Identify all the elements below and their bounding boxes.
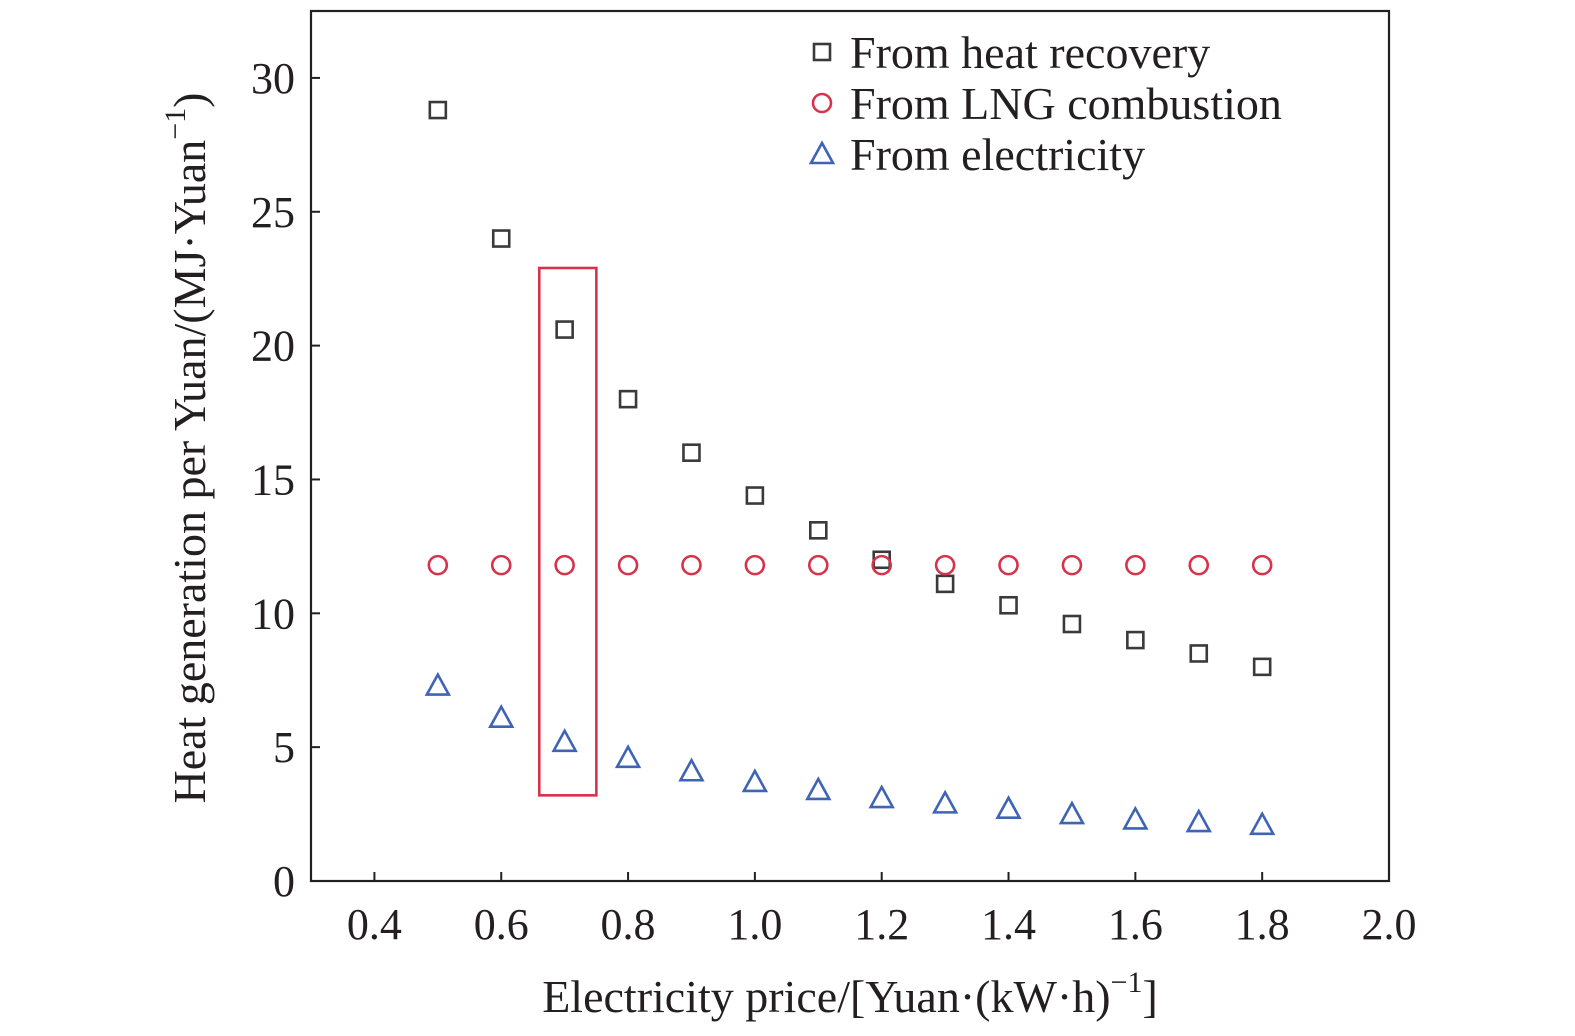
legend-label: From heat recovery xyxy=(850,27,1210,78)
data-point-triangle xyxy=(1122,805,1149,830)
data-point-triangle xyxy=(551,728,578,753)
data-point-square xyxy=(1126,630,1145,650)
data-point-triangle xyxy=(868,784,895,809)
legend-label: From LNG combustion xyxy=(850,78,1282,129)
legend-marker-circle xyxy=(811,92,833,114)
data-point-square xyxy=(618,389,638,409)
data-point-square xyxy=(428,100,448,120)
data-point-square xyxy=(1062,614,1082,634)
data-point-circle xyxy=(807,554,829,576)
plot-frame xyxy=(309,9,1391,883)
data-point-triangle xyxy=(1058,800,1086,825)
data-point-circle xyxy=(1188,554,1210,576)
data-point-square xyxy=(555,320,574,339)
x-tick-label: 1.4 xyxy=(981,900,1036,949)
y-tick-label: 10 xyxy=(251,589,295,638)
x-tick-label: 2.0 xyxy=(1362,900,1417,949)
legend-marker-square xyxy=(812,42,832,62)
data-point-triangle xyxy=(488,704,515,729)
x-tick-label: 0.6 xyxy=(474,900,529,949)
data-point-square xyxy=(745,486,765,505)
data-point-triangle xyxy=(424,671,452,696)
data-point-square xyxy=(999,595,1018,615)
data-point-square xyxy=(935,574,955,594)
data-point-square xyxy=(1189,644,1209,663)
series-circle xyxy=(427,554,1273,576)
data-point-circle xyxy=(681,554,702,576)
data-point-circle xyxy=(427,554,449,576)
series-triangle xyxy=(424,671,1276,836)
data-point-circle xyxy=(1125,554,1146,576)
plot-marks xyxy=(424,100,1276,836)
data-point-triangle xyxy=(931,789,959,814)
data-point-triangle xyxy=(1185,808,1212,833)
data-point-triangle xyxy=(995,795,1022,820)
data-point-triangle xyxy=(805,776,832,801)
data-point-triangle xyxy=(1248,811,1276,836)
x-tick-label: 1.0 xyxy=(727,900,782,949)
highlight-box xyxy=(537,266,598,797)
x-tick-label: 1.2 xyxy=(854,900,909,949)
series-square xyxy=(428,100,1272,677)
axes: 0.4 0.6 0.8 1.0 1.2 1.4 1.6 1.8 2.0 0 5 10 15 20 25 30 xyxy=(251,9,1417,949)
y-tick-label: 15 xyxy=(251,455,295,504)
x-tick-label: 1.6 xyxy=(1108,900,1163,949)
y-tick-label: 0 xyxy=(273,857,295,906)
x-tick-label: 1.8 xyxy=(1235,900,1290,949)
legend-marker-triangle xyxy=(808,140,836,165)
data-point-circle xyxy=(490,554,512,576)
y-tick-label: 25 xyxy=(251,188,295,237)
data-point-triangle xyxy=(614,744,642,769)
data-point-circle xyxy=(617,554,639,576)
y-tick-label: 30 xyxy=(251,54,295,103)
y-tick-label: 5 xyxy=(273,723,295,772)
x-tick-label: 0.8 xyxy=(601,900,656,949)
data-point-square xyxy=(1252,657,1272,677)
data-point-square xyxy=(491,229,511,248)
data-point-circle xyxy=(871,554,893,576)
y-tick-label: 20 xyxy=(251,322,295,371)
data-point-circle xyxy=(1061,554,1083,576)
data-point-triangle xyxy=(678,757,705,782)
data-point-circle xyxy=(934,554,956,576)
data-point-circle xyxy=(998,554,1019,576)
data-point-circle xyxy=(744,554,766,576)
y-axis-title: Heat generation per Yuan/(MJ·Yuan−1) xyxy=(159,92,215,803)
x-axis-title: Electricity price/[Yuan·(kW·h)−1] xyxy=(542,966,1158,1022)
data-point-triangle xyxy=(741,768,769,793)
data-point-circle xyxy=(554,554,575,576)
data-point-square xyxy=(682,443,701,462)
data-point-square xyxy=(808,521,828,540)
x-tick-label: 0.4 xyxy=(347,900,402,949)
legend-label: From electricity xyxy=(850,129,1145,180)
data-point-circle xyxy=(1251,554,1273,576)
